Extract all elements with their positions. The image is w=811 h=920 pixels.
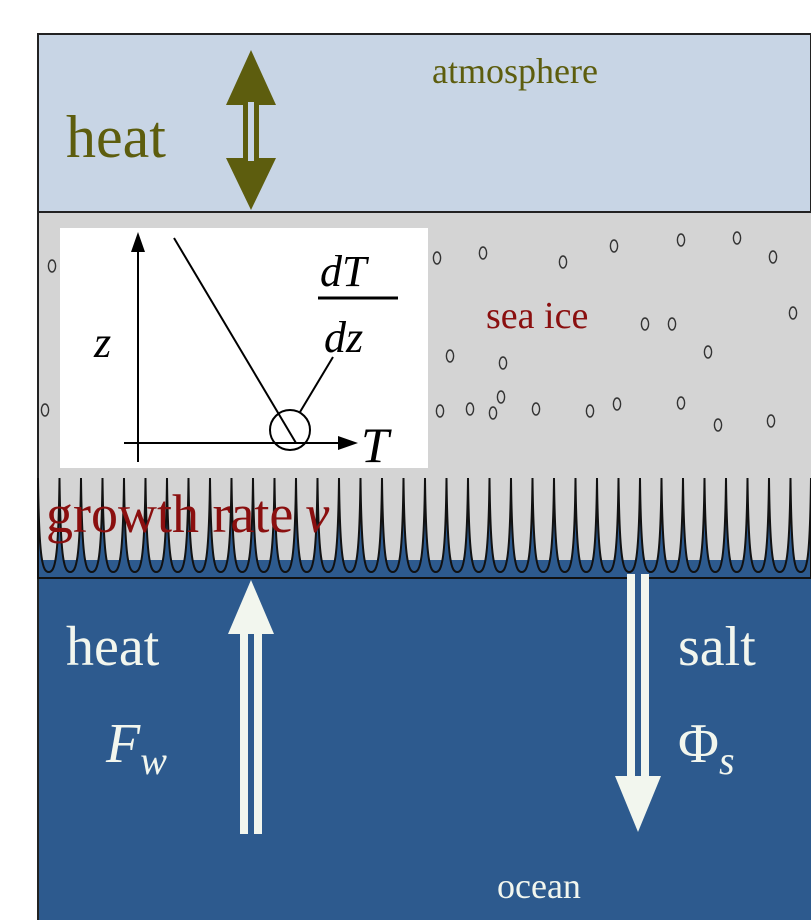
heat-bottom-label: heat xyxy=(66,616,160,678)
salt-label: salt xyxy=(678,616,756,678)
temperature-profile-inset: z T dT dz xyxy=(60,228,428,473)
atmosphere-label: atmosphere xyxy=(432,51,598,91)
z-axis-label: z xyxy=(93,318,111,367)
growth-rate-symbol: v xyxy=(305,484,329,544)
salt-flux-letter: Φ xyxy=(678,713,719,775)
t-axis-label: T xyxy=(361,417,392,473)
gradient-numerator: dT xyxy=(320,247,370,296)
heat-flux-letter: F xyxy=(105,713,141,775)
heat-flux-subscript: w xyxy=(140,738,167,783)
heat-top-label: heat xyxy=(66,104,166,170)
ocean-label: ocean xyxy=(497,866,581,906)
growth-rate-text: growth rate xyxy=(46,484,293,544)
growth-rate-label: growth rate v xyxy=(46,484,329,544)
gradient-denominator: dz xyxy=(324,313,363,362)
sea-ice-label: sea ice xyxy=(486,295,588,337)
salt-flux-subscript: s xyxy=(719,738,735,783)
